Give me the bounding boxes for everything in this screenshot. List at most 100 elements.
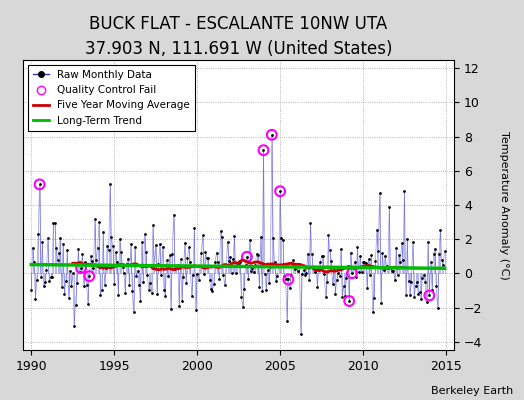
- Point: [193, 271, 201, 277]
- Point: [345, 298, 353, 304]
- Point: [410, 294, 418, 300]
- Point: [196, 262, 204, 269]
- Point: [330, 265, 338, 271]
- Point: [37, 274, 45, 280]
- Point: [36, 181, 44, 188]
- Point: [45, 278, 53, 284]
- Point: [146, 280, 155, 286]
- Legend: Raw Monthly Data, Quality Control Fail, Five Year Moving Average, Long-Term Tren: Raw Monthly Data, Quality Control Fail, …: [28, 65, 195, 131]
- Point: [81, 259, 90, 266]
- Point: [281, 276, 290, 283]
- Point: [269, 235, 277, 241]
- Point: [348, 270, 356, 276]
- Point: [36, 181, 44, 188]
- Point: [313, 284, 322, 290]
- Point: [383, 263, 391, 269]
- Point: [333, 276, 341, 283]
- Point: [310, 269, 319, 276]
- Point: [59, 241, 67, 247]
- Point: [219, 272, 227, 279]
- Point: [384, 264, 392, 271]
- Point: [403, 236, 411, 242]
- Point: [104, 247, 113, 253]
- Point: [125, 282, 134, 288]
- Point: [436, 226, 444, 233]
- Point: [259, 147, 268, 153]
- Point: [85, 273, 94, 280]
- Point: [253, 250, 261, 257]
- Point: [157, 272, 166, 278]
- Point: [338, 294, 346, 300]
- Point: [134, 268, 142, 274]
- Point: [279, 236, 287, 243]
- Point: [225, 258, 233, 264]
- Point: [432, 283, 441, 290]
- Point: [43, 234, 52, 241]
- Point: [234, 260, 243, 266]
- Point: [301, 272, 309, 278]
- Point: [80, 283, 88, 290]
- Point: [236, 259, 244, 266]
- Point: [91, 216, 99, 222]
- Point: [161, 293, 170, 299]
- Point: [93, 245, 102, 251]
- Point: [139, 279, 147, 286]
- Point: [398, 240, 406, 246]
- Point: [173, 261, 182, 268]
- Point: [102, 264, 110, 271]
- Point: [258, 288, 266, 294]
- Point: [243, 254, 251, 260]
- Point: [88, 258, 96, 264]
- Point: [439, 262, 447, 268]
- Point: [356, 253, 364, 259]
- Point: [368, 309, 377, 316]
- Point: [164, 273, 172, 279]
- Point: [346, 250, 355, 256]
- Point: [67, 283, 75, 289]
- Point: [349, 264, 357, 270]
- Point: [212, 249, 221, 256]
- Point: [244, 276, 253, 282]
- Point: [158, 244, 167, 250]
- Point: [32, 277, 41, 283]
- Point: [298, 270, 307, 277]
- Point: [201, 248, 210, 255]
- Point: [335, 272, 344, 279]
- Point: [364, 256, 373, 262]
- Point: [242, 262, 250, 268]
- Point: [71, 301, 80, 308]
- Point: [34, 231, 42, 238]
- Point: [188, 293, 196, 300]
- Point: [352, 274, 361, 280]
- Point: [374, 248, 383, 254]
- Point: [375, 190, 384, 196]
- Point: [223, 239, 232, 245]
- Point: [218, 234, 226, 240]
- Point: [86, 253, 95, 260]
- Point: [112, 249, 120, 255]
- Point: [204, 255, 212, 262]
- Point: [248, 264, 257, 271]
- Point: [389, 268, 398, 274]
- Point: [425, 292, 433, 299]
- Point: [367, 252, 376, 258]
- Point: [97, 286, 106, 293]
- Point: [62, 278, 70, 284]
- Point: [309, 265, 318, 272]
- Point: [172, 264, 181, 271]
- Point: [406, 292, 414, 298]
- Point: [388, 268, 396, 275]
- Point: [414, 291, 422, 297]
- Point: [294, 268, 302, 274]
- Point: [232, 270, 240, 276]
- Point: [355, 269, 363, 275]
- Point: [41, 279, 49, 285]
- Point: [431, 245, 439, 252]
- Point: [254, 251, 262, 258]
- Point: [116, 236, 124, 242]
- Point: [69, 270, 77, 277]
- Point: [207, 286, 215, 292]
- Point: [70, 322, 78, 329]
- Point: [189, 272, 197, 278]
- Point: [181, 240, 189, 246]
